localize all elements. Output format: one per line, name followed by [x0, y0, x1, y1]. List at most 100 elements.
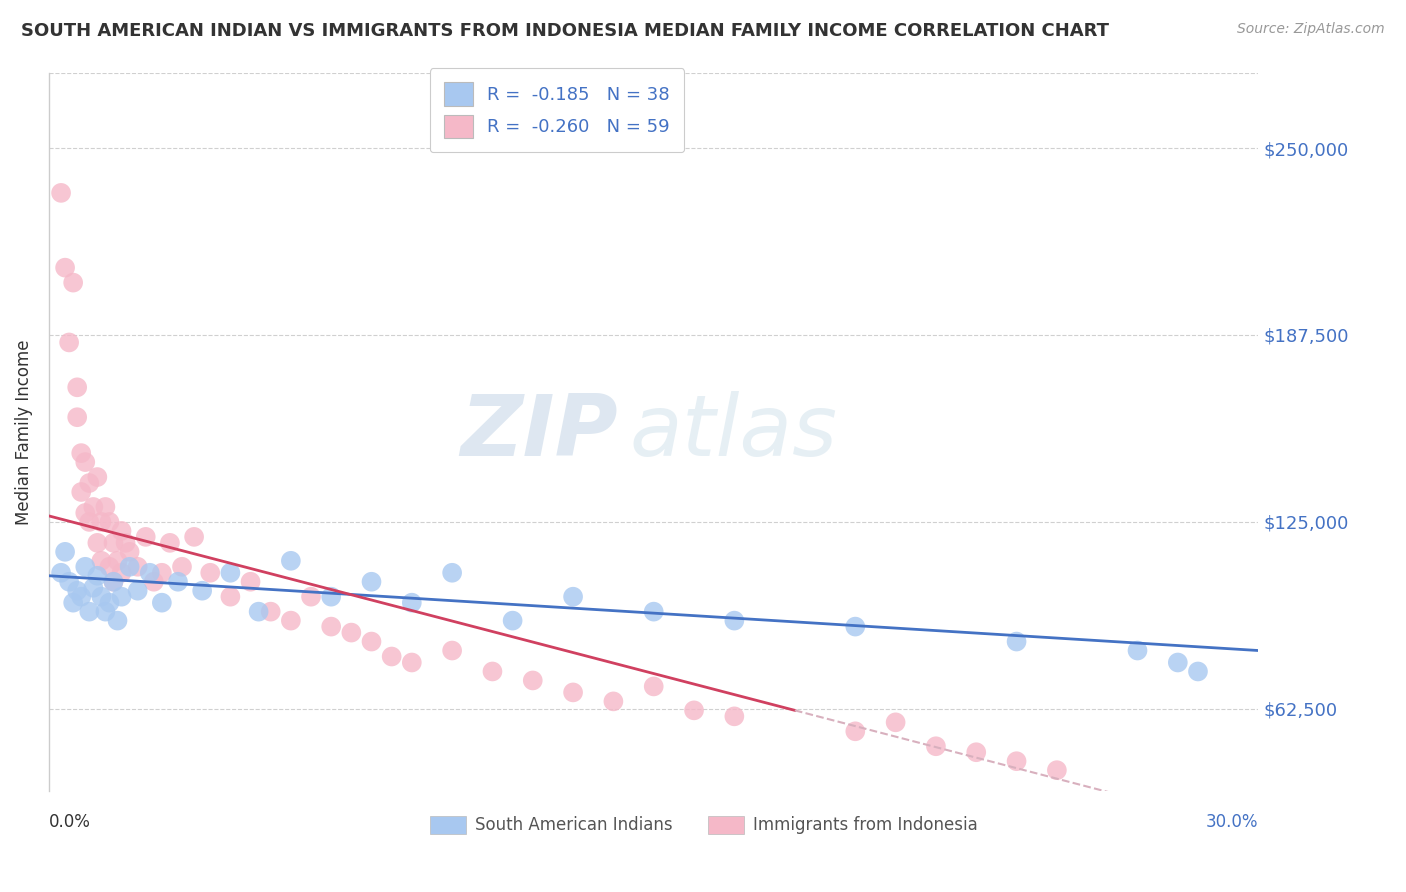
Point	[62, 276, 84, 290]
Point	[602, 694, 624, 708]
Point	[1187, 665, 1209, 679]
Point	[562, 590, 585, 604]
Point	[53, 545, 76, 559]
Point	[723, 709, 745, 723]
Point	[340, 625, 363, 640]
Text: 0.0%: 0.0%	[49, 813, 91, 830]
Point	[502, 614, 524, 628]
Point	[360, 634, 382, 648]
Point	[110, 524, 132, 538]
Point	[183, 530, 205, 544]
Point	[66, 410, 89, 425]
Point	[441, 643, 464, 657]
Point	[401, 656, 423, 670]
Point	[66, 380, 89, 394]
Point	[82, 500, 104, 514]
Point	[86, 470, 108, 484]
Point	[70, 485, 93, 500]
Point	[150, 566, 173, 580]
Point	[683, 703, 706, 717]
Point	[114, 536, 136, 550]
Point	[844, 619, 866, 633]
Point	[142, 574, 165, 589]
Legend: R =  -0.185   N = 38, R =  -0.260   N = 59: R = -0.185 N = 38, R = -0.260 N = 59	[430, 68, 685, 153]
Point	[127, 559, 149, 574]
Point	[562, 685, 585, 699]
Point	[118, 559, 141, 574]
Point	[110, 566, 132, 580]
Point	[79, 515, 101, 529]
Point	[643, 680, 665, 694]
Point	[135, 530, 157, 544]
Point	[167, 574, 190, 589]
Point	[150, 596, 173, 610]
Point	[219, 566, 242, 580]
Point	[103, 536, 125, 550]
Text: atlas: atlas	[630, 391, 838, 474]
Point	[219, 590, 242, 604]
Point	[280, 554, 302, 568]
Point	[75, 455, 97, 469]
Point	[79, 476, 101, 491]
Point	[103, 574, 125, 589]
Point	[70, 590, 93, 604]
Point	[965, 745, 987, 759]
Point	[723, 614, 745, 628]
Point	[86, 568, 108, 582]
Point	[127, 583, 149, 598]
Point	[107, 614, 129, 628]
Point	[62, 596, 84, 610]
Text: Source: ZipAtlas.com: Source: ZipAtlas.com	[1237, 22, 1385, 37]
Text: SOUTH AMERICAN INDIAN VS IMMIGRANTS FROM INDONESIA MEDIAN FAMILY INCOME CORRELAT: SOUTH AMERICAN INDIAN VS IMMIGRANTS FROM…	[21, 22, 1109, 40]
Point	[1046, 763, 1069, 777]
Point	[239, 574, 262, 589]
Point	[58, 574, 80, 589]
Point	[299, 590, 322, 604]
Point	[1126, 643, 1149, 657]
Text: Immigrants from Indonesia: Immigrants from Indonesia	[752, 816, 977, 834]
Point	[925, 739, 948, 754]
Point	[86, 536, 108, 550]
Point	[49, 566, 72, 580]
Point	[481, 665, 503, 679]
Point	[1167, 656, 1189, 670]
Point	[1005, 634, 1028, 648]
Point	[90, 590, 112, 604]
Point	[159, 536, 181, 550]
Point	[401, 596, 423, 610]
Point	[139, 566, 162, 580]
Y-axis label: Median Family Income: Median Family Income	[15, 340, 32, 524]
Point	[98, 559, 121, 574]
Text: ZIP: ZIP	[460, 391, 617, 474]
Text: 30.0%: 30.0%	[1206, 813, 1258, 830]
Point	[884, 715, 907, 730]
Point	[110, 590, 132, 604]
Point	[103, 574, 125, 589]
Point	[98, 515, 121, 529]
Point	[321, 619, 343, 633]
Point	[90, 515, 112, 529]
Point	[66, 583, 89, 598]
Point	[75, 506, 97, 520]
Point	[90, 554, 112, 568]
Point	[441, 566, 464, 580]
Point	[75, 559, 97, 574]
Point	[191, 583, 214, 598]
Point	[247, 605, 270, 619]
Point	[170, 559, 193, 574]
Point	[70, 446, 93, 460]
Point	[58, 335, 80, 350]
Point	[381, 649, 404, 664]
Point	[118, 545, 141, 559]
Point	[94, 605, 117, 619]
Point	[643, 605, 665, 619]
Point	[53, 260, 76, 275]
Point	[260, 605, 283, 619]
Point	[82, 581, 104, 595]
Point	[107, 554, 129, 568]
Point	[1005, 754, 1028, 768]
FancyBboxPatch shape	[709, 816, 744, 834]
Point	[280, 614, 302, 628]
Point	[522, 673, 544, 688]
Text: South American Indians: South American Indians	[475, 816, 672, 834]
